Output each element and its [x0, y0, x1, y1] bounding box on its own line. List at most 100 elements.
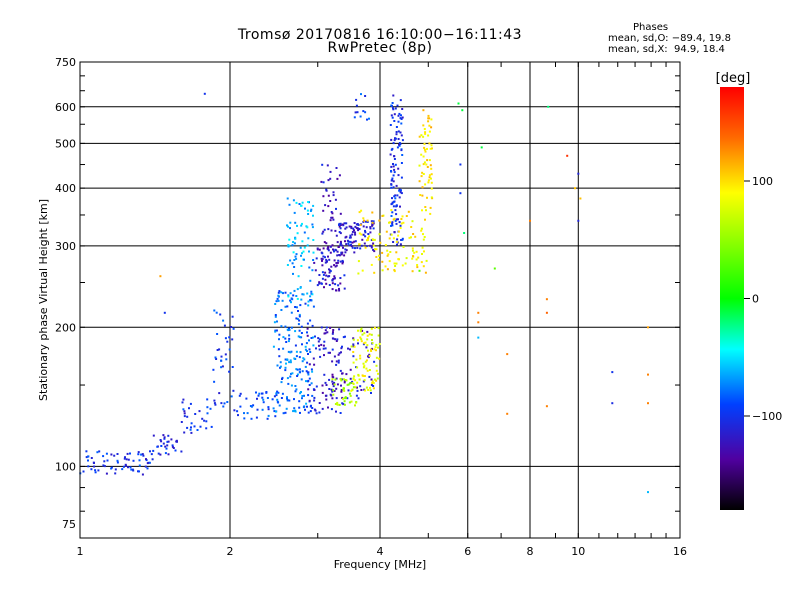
data-point: [331, 212, 334, 215]
data-point: [399, 205, 401, 208]
data-point: [163, 437, 166, 440]
data-point: [331, 360, 334, 363]
data-point: [423, 146, 426, 149]
data-point: [199, 425, 202, 428]
data-point: [221, 365, 224, 368]
data-point: [352, 338, 355, 341]
data-point: [398, 112, 401, 115]
data-point: [297, 335, 300, 338]
data-point: [396, 243, 398, 246]
data-point: [362, 233, 365, 236]
data-point: [393, 171, 396, 174]
data-point: [372, 242, 375, 245]
data-point: [310, 404, 312, 407]
data-point: [328, 388, 331, 390]
data-point: [374, 346, 377, 349]
data-point: [400, 192, 403, 195]
data-point: [306, 327, 309, 330]
data-point: [273, 321, 276, 324]
data-point: [296, 373, 299, 376]
data-point: [277, 348, 280, 351]
data-point: [360, 340, 363, 343]
data-point: [366, 118, 368, 121]
data-point: [418, 164, 421, 167]
data-point: [360, 244, 363, 247]
data-point: [338, 352, 341, 355]
data-point: [127, 458, 130, 461]
data-point: [320, 343, 323, 346]
data-point: [390, 186, 393, 189]
chart-subtitle: RwPretec (8p): [327, 40, 433, 56]
data-point: [123, 457, 126, 460]
data-point: [288, 328, 291, 331]
data-point: [342, 246, 344, 249]
data-point: [331, 216, 334, 219]
data-point: [389, 221, 391, 224]
data-point: [341, 259, 344, 262]
data-point: [428, 174, 431, 177]
data-point: [212, 368, 215, 371]
data-point: [341, 251, 344, 254]
data-point: [422, 135, 425, 138]
data-point: [350, 225, 353, 228]
data-point: [106, 459, 109, 462]
data-point: [170, 438, 173, 441]
data-point: [274, 303, 277, 305]
data-point: [349, 382, 351, 385]
data-point: [103, 460, 106, 463]
data-point: [392, 174, 395, 177]
data-point: [203, 419, 206, 422]
data-point: [243, 412, 245, 415]
data-point: [336, 250, 339, 253]
data-point: [330, 229, 333, 232]
data-point: [288, 327, 290, 330]
data-point: [364, 341, 367, 344]
data-point: [323, 286, 325, 289]
data-point: [378, 219, 381, 222]
data-point: [335, 262, 338, 264]
data-point: [324, 381, 327, 384]
data-point: [370, 348, 372, 351]
data-point: [359, 329, 362, 332]
data-point: [350, 389, 353, 392]
data-point: [323, 241, 326, 244]
data-point: [336, 177, 339, 180]
data-point: [138, 459, 141, 462]
data-point: [355, 104, 358, 107]
data-point: [303, 358, 306, 361]
data-point: [353, 229, 355, 232]
data-point: [339, 412, 342, 414]
data-point: [393, 158, 396, 160]
data-point: [344, 248, 347, 251]
data-point: [369, 389, 372, 392]
data-point: [281, 392, 284, 395]
data-point: [284, 366, 287, 369]
data-point: [401, 116, 404, 119]
data-point: [351, 241, 354, 244]
data-point: [364, 246, 367, 249]
data-point: [301, 370, 304, 373]
data-point: [349, 394, 352, 397]
data-point: [365, 386, 368, 389]
data-point: [311, 226, 314, 229]
data-point: [307, 388, 310, 391]
data-point: [331, 282, 334, 285]
data-point: [129, 466, 132, 469]
data-point: [392, 142, 395, 145]
data-point: [87, 455, 90, 458]
data-point: [325, 384, 328, 386]
data-point: [232, 389, 235, 392]
data-point: [166, 444, 169, 447]
data-point: [296, 224, 298, 227]
data-point: [375, 369, 378, 372]
data-point: [243, 417, 246, 420]
data-point: [233, 409, 236, 412]
data-point: [127, 466, 129, 469]
data-point: [250, 405, 253, 408]
data-point: [341, 345, 343, 348]
data-point: [307, 411, 310, 414]
data-point: [335, 363, 338, 366]
data-point: [369, 231, 372, 234]
data-point: [318, 402, 321, 404]
data-point: [296, 297, 299, 300]
